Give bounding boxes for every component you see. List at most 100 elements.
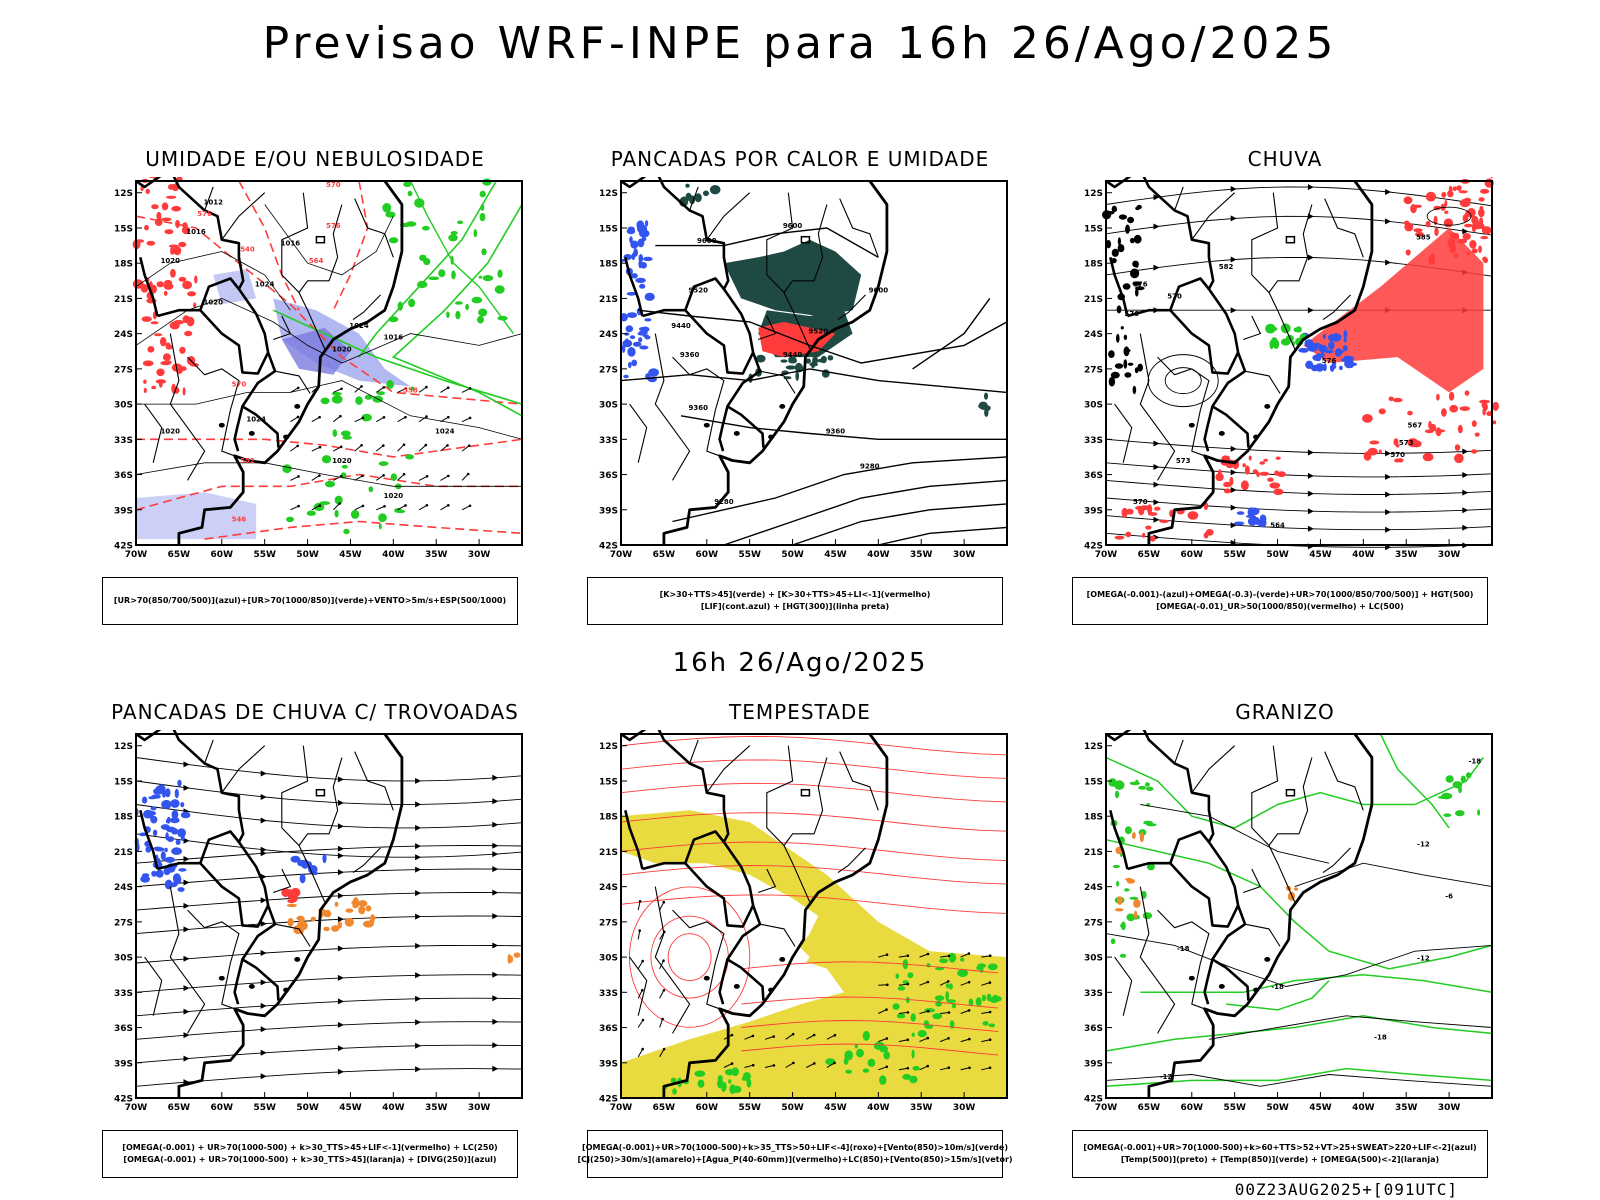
- lat-label: 36S: [1084, 471, 1103, 481]
- wind850-green-spot: [825, 1058, 836, 1066]
- lc-contour-spot: [1127, 216, 1135, 224]
- wind-vector: [440, 504, 449, 511]
- rain-spot: [1229, 476, 1234, 486]
- state-border: [783, 757, 828, 846]
- rain-spot: [1223, 488, 1232, 494]
- rain-spot: [1462, 214, 1469, 223]
- omega-blue-spot: [1247, 507, 1255, 518]
- hgt300-contour: [672, 456, 1008, 523]
- state-border: [689, 186, 699, 211]
- omega-blue-spot: [1259, 514, 1267, 524]
- streamline-arrow: [415, 972, 422, 979]
- divg-blue-spot: [177, 887, 185, 892]
- wind-vector: [659, 990, 665, 999]
- orange-spot: [352, 897, 359, 906]
- humidity-red-spot: [181, 226, 191, 235]
- rain-spot: [1466, 251, 1471, 256]
- lc-contour-spot: [1133, 234, 1142, 244]
- green-spot: [407, 190, 413, 197]
- wind-vector: [375, 445, 384, 452]
- instability-spot: [689, 195, 696, 205]
- rain-spot: [1479, 205, 1484, 211]
- streamline-arrow: [183, 955, 190, 962]
- rain-spot: [1492, 401, 1499, 411]
- divg-blue-spot: [178, 868, 187, 872]
- contour-label: 564: [309, 257, 324, 265]
- wind-vector: [333, 446, 342, 452]
- rain-spot: [1459, 406, 1470, 411]
- streamline-arrow: [1153, 223, 1160, 230]
- divg-blue-spot: [151, 870, 157, 877]
- coastline: [1147, 733, 1374, 1098]
- rain-spot: [1275, 456, 1281, 460]
- rain-spot: [1259, 461, 1265, 465]
- green-spot: [479, 212, 486, 222]
- temp850-spot: [1129, 896, 1139, 900]
- wind-vector: [354, 475, 363, 481]
- country-border: [1105, 730, 1250, 1001]
- state-border: [204, 186, 214, 211]
- contour-label: 582: [1219, 263, 1234, 271]
- wind850-green-spot: [892, 1003, 900, 1010]
- lat-label: 15S: [114, 224, 133, 234]
- lat-label: 21S: [599, 848, 618, 858]
- streamline: [135, 845, 523, 864]
- lat-label: 15S: [599, 777, 618, 787]
- red-spot: [287, 899, 296, 904]
- green-spot: [457, 220, 464, 225]
- map-pancadas-calor: 9600 9600 9520 9440 9360 9520 9440 9600 9360 9360…: [599, 177, 1008, 560]
- wind-vector-head: [361, 504, 365, 508]
- lon-label: 55W: [738, 550, 761, 560]
- lat-label: 30S: [114, 954, 133, 964]
- wind850-green-spot: [732, 1086, 741, 1090]
- wind-vector-head: [988, 1066, 992, 1070]
- rain-spot: [1277, 471, 1286, 478]
- wind-vector-head: [885, 953, 889, 956]
- wind850-green-spot: [909, 1075, 918, 1084]
- country-border: [135, 177, 280, 448]
- streamline-arrow: [492, 774, 499, 781]
- humidity-upper-area: [136, 492, 257, 540]
- lon-label: 55W: [738, 1103, 761, 1113]
- lif-contour-spot: [632, 341, 642, 347]
- contour-label: 9360: [826, 427, 846, 435]
- temp850-spot: [1437, 795, 1449, 799]
- instability-area: [723, 239, 862, 316]
- lc-contour-spot: [1108, 350, 1115, 358]
- lc-contour-spot: [1127, 362, 1134, 366]
- lat-label: 30S: [599, 401, 618, 411]
- state-border: [766, 827, 811, 903]
- streamline-arrow: [1307, 525, 1314, 532]
- rain-spot: [1479, 217, 1484, 227]
- humidity-red-spot: [179, 346, 186, 354]
- wind-vector-head: [926, 952, 930, 956]
- streamline-arrow: [337, 892, 344, 899]
- wind850-green-spot: [981, 994, 986, 1002]
- lif-contour-spot: [638, 254, 644, 263]
- legend-chuva: [OMEGA(-0.001)-(azul)+OMEGA(-0.3)-(verde…: [1072, 577, 1488, 625]
- streamline: [135, 804, 523, 829]
- temp850-spot: [1124, 888, 1130, 892]
- wind-vector: [744, 1064, 754, 1068]
- streamline-arrow: [1385, 491, 1392, 498]
- lon-label: 35W: [1395, 550, 1418, 560]
- rain-spot: [1443, 218, 1454, 228]
- country-border: [684, 862, 755, 928]
- country-border: [199, 277, 240, 311]
- map-frame-border: [135, 733, 523, 1099]
- state-border: [204, 739, 214, 764]
- humidity-red-spot: [169, 321, 180, 330]
- lat-label: 18S: [1084, 260, 1103, 270]
- humidity-red-spot: [161, 217, 172, 222]
- rain-spot: [1441, 408, 1447, 417]
- contour-label: 9360: [688, 404, 708, 412]
- lat-label: 33S: [599, 989, 618, 999]
- wind-vector: [723, 1063, 733, 1068]
- lat-label: 21S: [1084, 848, 1103, 858]
- rain-spot: [1453, 253, 1459, 258]
- lat-label: 21S: [114, 848, 133, 858]
- streamline-arrow: [1153, 464, 1160, 470]
- temp850-spot: [1135, 779, 1139, 785]
- country-border: [624, 809, 644, 870]
- panel-title: PANCADAS DE CHUVA C/ TROVOADAS: [111, 700, 519, 724]
